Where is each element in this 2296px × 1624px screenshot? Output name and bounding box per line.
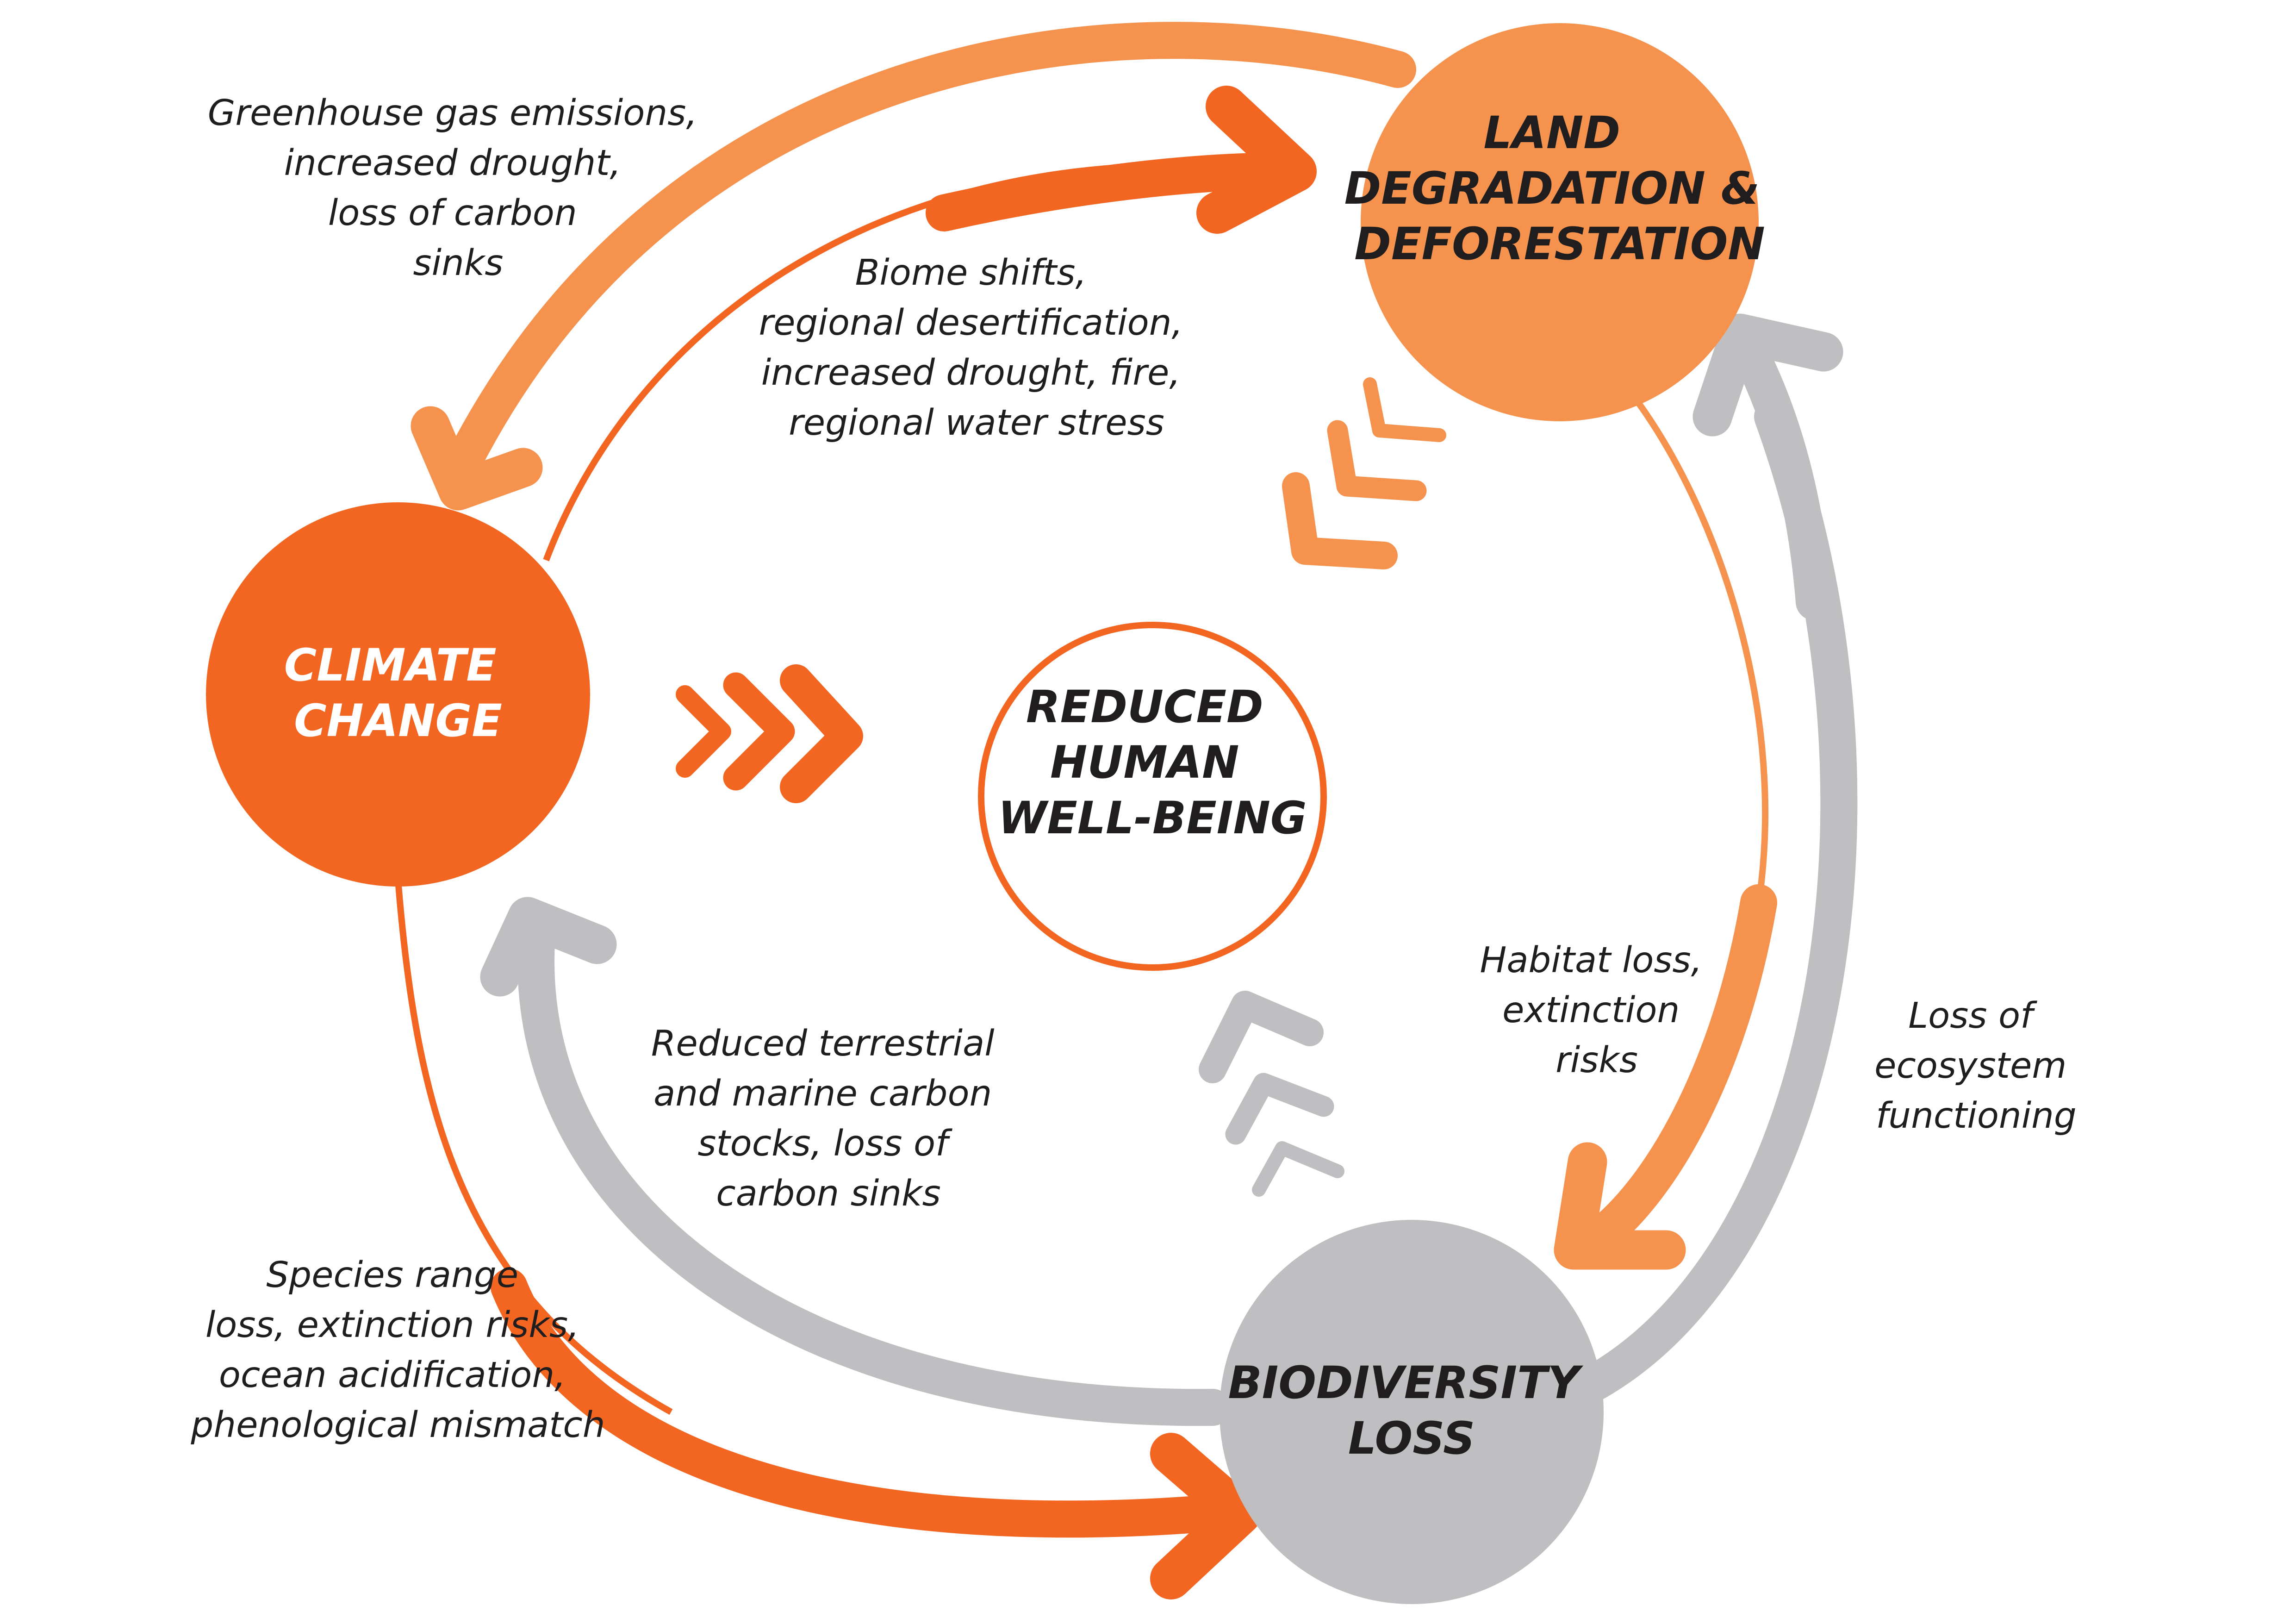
arrow-climate-to-land <box>543 86 1317 562</box>
node-title-line: BIODIVERSITY <box>1228 1357 1584 1409</box>
label-climate-to-biodiversity: Species range loss, extinction risks, oc… <box>190 1255 605 1446</box>
chevrons-climate-to-center <box>676 664 863 803</box>
svg-text:REDUCED HUMAN WELL: REDUCED HUMAN WELL-BEING <box>998 681 1307 844</box>
arrow-land-to-biodiversity <box>1554 400 1777 1270</box>
node-title-line: CLIMATE <box>284 639 497 691</box>
label-biodiversity-to-climate: Reduced terrestrial and marine carbon st… <box>651 1023 1006 1214</box>
label-climate-to-land: Biome shifts, regional desertification, … <box>759 252 1195 443</box>
label-land-to-biodiversity: Habitat loss, extinction risks <box>1480 940 1713 1081</box>
node-title-line: LAND <box>1484 107 1621 159</box>
node-title-line: WELL-BEING <box>998 792 1307 844</box>
node-title-line: LOSS <box>1348 1412 1475 1464</box>
node-biodiversity-loss: BIODIVERSITY LOSS <box>1220 1220 1604 1604</box>
node-title-line: HUMAN <box>1050 737 1239 788</box>
svg-text:BIODIVERSITY LOSS: BIODIVERSITY LOSS <box>1228 1357 1595 1464</box>
svg-text:LAND DEGRADATION &: LAND DEGRADATION & DEFORESTATION <box>1344 107 1775 270</box>
label-biodiversity-to-land: Loss of ecosystem functioning <box>1874 995 2078 1137</box>
node-center-wellbeing: REDUCED HUMAN WELL-BEING <box>978 622 1327 971</box>
node-land-degradation: LAND DEGRADATION & DEFORESTATION <box>1344 23 1775 421</box>
arrow-biodiversity-to-climate <box>480 897 1231 1426</box>
node-title-line: DEFORESTATION <box>1354 218 1765 270</box>
label-land-to-climate: Greenhouse gas emissions, increased drou… <box>208 93 709 284</box>
arrow-climate-to-biodiversity <box>395 879 1261 1599</box>
svg-text:CLIMATE CHANGE: CLIMATE CHANGE <box>284 639 512 747</box>
chevrons-biodiversity-to-center <box>1199 991 1344 1197</box>
chevrons-land-to-center <box>1282 377 1446 569</box>
node-title-line: REDUCED <box>1026 681 1263 733</box>
node-climate-change: CLIMATE CHANGE <box>206 502 590 887</box>
arrow-land-to-climate <box>411 22 1416 511</box>
node-title-line: CHANGE <box>294 695 502 747</box>
node-title-line: DEGRADATION & <box>1344 162 1760 214</box>
arrow-biodiversity-to-land <box>1574 313 1858 1403</box>
